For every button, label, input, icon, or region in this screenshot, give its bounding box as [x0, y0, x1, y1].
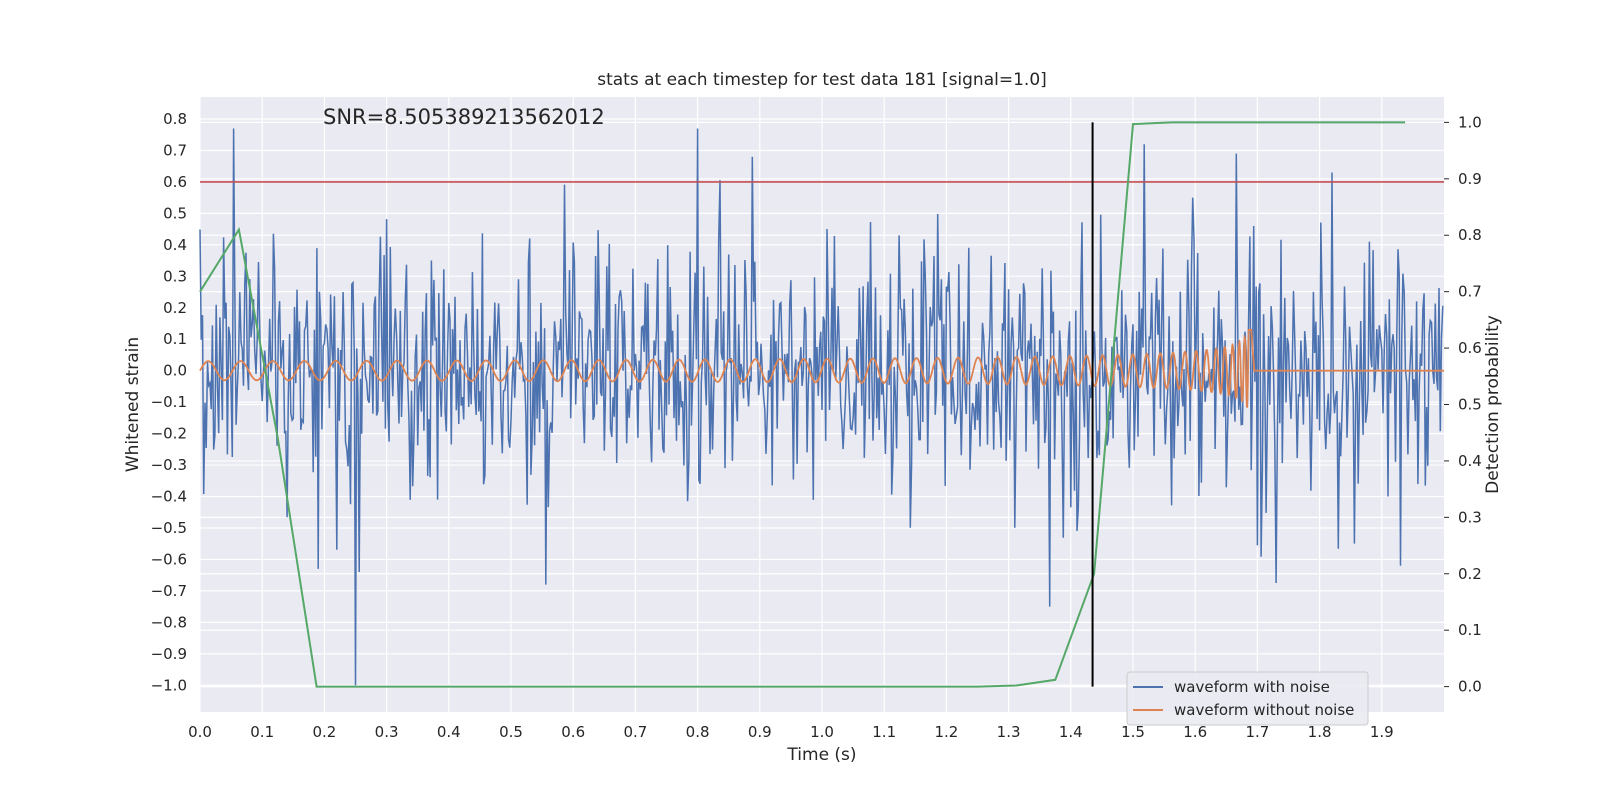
y-tick-label: 0.4 [163, 236, 187, 254]
x-tick-label: 1.2 [934, 723, 958, 741]
x-tick-label: 1.6 [1183, 723, 1207, 741]
y-tick-label: 0.5 [163, 204, 187, 222]
y-tick-label: −0.3 [151, 456, 187, 474]
y-tick-label: 0.1 [163, 330, 187, 348]
x-tick-label: 1.1 [872, 723, 896, 741]
y-right-tick-label: 0.0 [1458, 678, 1482, 696]
snr-annotation: SNR=8.505389213562012 [323, 105, 605, 129]
x-tick-label: 0.6 [561, 723, 585, 741]
y-axis-label: Whitened strain [123, 337, 143, 472]
legend: waveform with noise waveform without noi… [1126, 671, 1369, 726]
legend-label-clean: waveform without noise [1174, 701, 1354, 719]
x-tick-label: 1.4 [1059, 723, 1083, 741]
tick-labels: 0.0 0.1 0.2 0.3 0.4 0.5 0.6 0.7 0.8 0.9 1.0 1.1 1.2 1… [151, 110, 1482, 741]
y-tick-label: 0.3 [163, 267, 187, 285]
series-line-clean [199, 328, 1444, 408]
x-tick-label: 0.1 [250, 723, 274, 741]
y-right-tick-label: 1.0 [1458, 113, 1482, 131]
chart-title: stats at each timestep for test data 181… [597, 70, 1047, 90]
x-axis-label: Time (s) [786, 745, 856, 765]
x-tick-label: 0.2 [312, 723, 336, 741]
x-tick-label: 0.7 [623, 723, 647, 741]
x-tick-label: 0.0 [188, 723, 212, 741]
x-tick-label: 0.9 [748, 723, 772, 741]
x-tick-label: 1.5 [1121, 723, 1145, 741]
y-tick-label: −0.4 [151, 488, 187, 506]
y-tick-label: −0.9 [151, 645, 187, 663]
y-right-tick-label: 0.7 [1458, 283, 1482, 301]
y-tick-label: −0.6 [151, 550, 187, 568]
y-right-tick-label: 0.1 [1458, 621, 1482, 639]
y-tick-label: 0.8 [163, 110, 187, 128]
y-right-tick-label: 0.5 [1458, 396, 1482, 414]
probability-series-layer [199, 121, 1406, 688]
y-right-tick-label: 0.3 [1458, 508, 1482, 526]
y-tick-label: −0.8 [151, 613, 187, 631]
y-tick-label: −0.1 [151, 393, 187, 411]
x-tick-label: 0.3 [375, 723, 399, 741]
y-tick-label: −0.7 [151, 582, 187, 600]
x-tick-label: 1.9 [1370, 723, 1394, 741]
x-tick-label: 1.0 [810, 723, 834, 741]
y-tick-label: 0.7 [163, 141, 187, 159]
y-tick-label: −0.2 [151, 425, 187, 443]
y-tick-label: −0.5 [151, 519, 187, 537]
x-tick-label: 1.8 [1308, 723, 1332, 741]
x-tick-label: 0.5 [499, 723, 523, 741]
y-tick-label: 0.6 [163, 173, 187, 191]
legend-label-noise: waveform with noise [1174, 678, 1330, 696]
legend-box [1126, 671, 1369, 726]
y-right-tick-label: 0.8 [1458, 226, 1482, 244]
x-tick-label: 0.8 [686, 723, 710, 741]
y-tick-label: −1.0 [151, 676, 187, 694]
y-tick-label: 0.2 [163, 299, 187, 317]
y-right-tick-label: 0.4 [1458, 452, 1482, 470]
y-right-tick-label: 0.6 [1458, 339, 1482, 357]
x-tick-label: 0.4 [437, 723, 461, 741]
y-tick-label: 0.0 [163, 362, 187, 380]
y-right-tick-label: 0.9 [1458, 170, 1482, 188]
y-axis-right-label: Detection probability [1483, 315, 1503, 494]
y-right-tick-label: 0.2 [1458, 565, 1482, 583]
clean-series-layer [199, 328, 1444, 408]
x-tick-label: 1.7 [1245, 723, 1269, 741]
series-line-probability [199, 121, 1406, 688]
x-tick-label: 1.3 [997, 723, 1021, 741]
